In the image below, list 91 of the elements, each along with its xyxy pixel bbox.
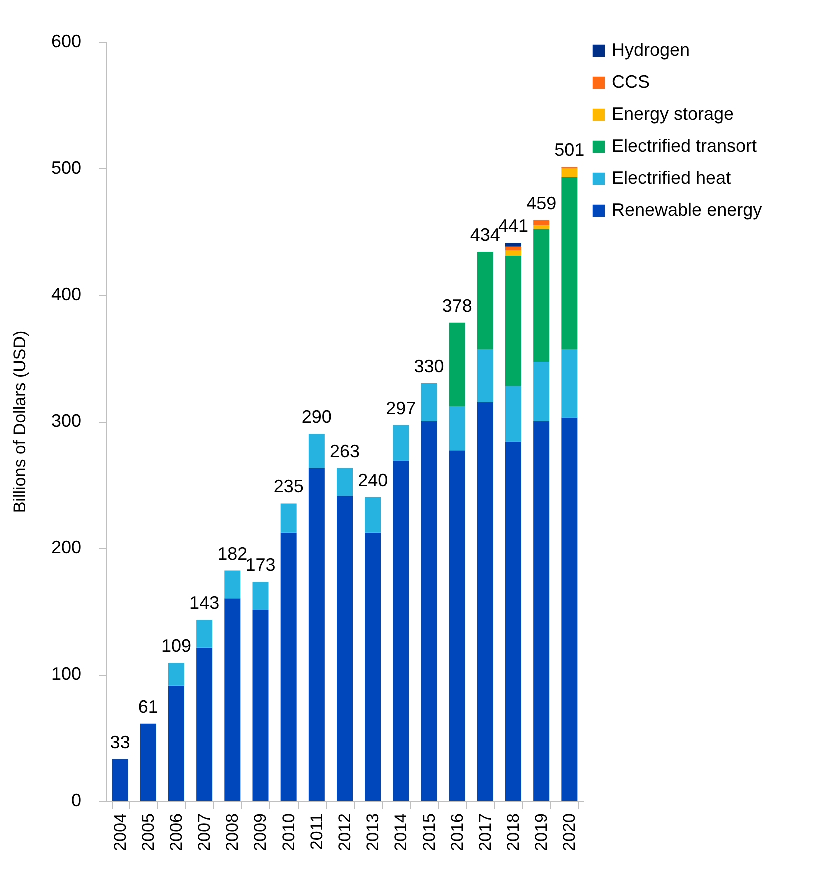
bar xyxy=(506,386,522,442)
total-label: 61 xyxy=(138,696,158,717)
bar xyxy=(280,532,297,801)
bar xyxy=(112,759,128,801)
bar xyxy=(534,225,550,230)
bar xyxy=(337,496,353,801)
x-tick-label: 2009 xyxy=(251,814,270,852)
total-label: 109 xyxy=(161,636,192,656)
y-tick-label: 300 xyxy=(51,411,82,431)
bar xyxy=(224,598,241,801)
bar xyxy=(449,450,466,801)
total-label: 143 xyxy=(190,593,220,614)
x-tick-label: 2016 xyxy=(448,814,467,852)
bar xyxy=(562,418,578,801)
x-tick-label: 2019 xyxy=(532,814,552,852)
bar xyxy=(534,229,550,362)
x-tick-label: 2011 xyxy=(307,814,326,850)
y-axis-title: Billions of Dollars (USD) xyxy=(10,330,30,514)
legend-label: Electrified heat xyxy=(612,168,732,188)
y-tick-label: 100 xyxy=(51,664,82,684)
total-label: 290 xyxy=(302,407,332,428)
legend-label: Electrified transort xyxy=(612,136,758,156)
bar xyxy=(224,570,241,599)
bar xyxy=(562,177,578,350)
x-tick-label: 2015 xyxy=(420,814,439,852)
legend-label: CCS xyxy=(612,72,650,92)
bar xyxy=(393,425,410,461)
bar xyxy=(140,724,156,801)
total-label: 235 xyxy=(274,476,304,497)
x-tick-label: 2008 xyxy=(223,814,242,852)
x-tick-label: 2007 xyxy=(195,814,214,852)
total-label: 182 xyxy=(218,544,248,564)
bar xyxy=(421,422,438,801)
bar xyxy=(421,384,438,422)
legend-label: Hydrogen xyxy=(612,40,690,60)
bar xyxy=(280,504,297,533)
bar xyxy=(562,168,578,178)
y-tick-label: 0 xyxy=(71,790,82,810)
x-tick-label: 2018 xyxy=(504,814,524,852)
y-tick-label: 600 xyxy=(51,32,82,52)
x-tick-label: 2010 xyxy=(279,814,298,852)
bar xyxy=(477,402,494,801)
bar xyxy=(534,220,550,226)
x-tick-label: 2006 xyxy=(166,814,186,852)
total-label: 459 xyxy=(526,193,557,214)
bar xyxy=(308,434,325,468)
bar xyxy=(477,252,494,350)
total-label: 378 xyxy=(442,296,472,316)
y-tick-label: 500 xyxy=(51,158,82,178)
y-tick-label: 200 xyxy=(51,538,82,558)
x-tick-label: 2013 xyxy=(364,814,383,852)
bar xyxy=(449,406,466,451)
total-label: 330 xyxy=(414,356,444,377)
legend-label: Renewable energy xyxy=(612,200,762,220)
bar xyxy=(506,442,522,801)
bar xyxy=(506,243,522,247)
bar xyxy=(534,422,550,801)
bar xyxy=(534,362,550,422)
total-label: 263 xyxy=(330,441,360,462)
bar xyxy=(337,468,353,496)
total-label: 173 xyxy=(246,555,276,576)
total-label: 297 xyxy=(386,398,416,418)
bar xyxy=(168,686,184,801)
x-tick-label: 2014 xyxy=(392,814,411,852)
bar xyxy=(506,246,522,251)
legend-label: Energy storage xyxy=(612,104,734,124)
bar xyxy=(196,620,213,648)
bar xyxy=(252,582,269,610)
y-tick-label: 400 xyxy=(51,284,82,304)
x-tick-label: 2005 xyxy=(138,814,158,852)
bar xyxy=(365,497,382,533)
bar xyxy=(393,460,410,801)
bar xyxy=(562,349,578,418)
bar xyxy=(308,468,325,801)
bar xyxy=(449,322,466,406)
bar xyxy=(168,663,184,686)
bar xyxy=(196,648,213,801)
total-label: 441 xyxy=(498,216,529,236)
total-label: 240 xyxy=(358,470,388,490)
bar xyxy=(506,256,522,386)
x-tick-label: 2012 xyxy=(336,814,354,852)
x-tick-label: 2017 xyxy=(476,814,495,852)
total-label: 33 xyxy=(110,732,130,752)
bar xyxy=(477,349,494,403)
total-label: 434 xyxy=(470,224,500,245)
bar xyxy=(506,250,522,256)
bar xyxy=(252,610,269,801)
x-tick-label: 2004 xyxy=(110,814,130,852)
total-label: 501 xyxy=(554,140,585,160)
bar xyxy=(365,532,382,801)
x-tick-label: 2020 xyxy=(560,814,580,852)
